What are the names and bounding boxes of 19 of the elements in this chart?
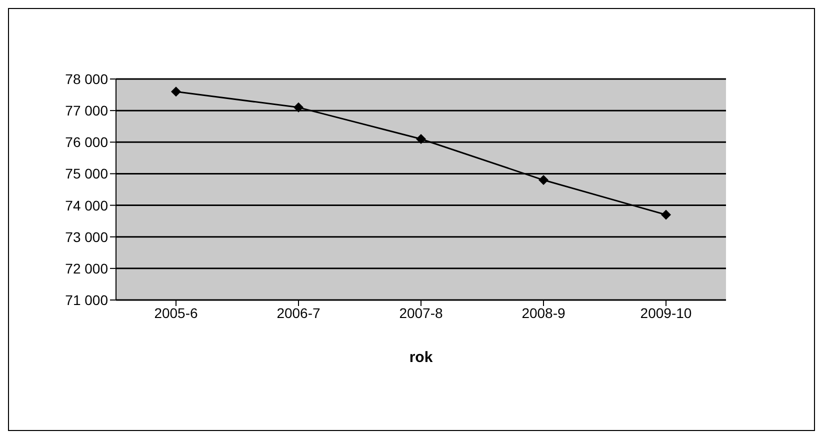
y-tick-label: 71 000	[65, 292, 108, 308]
x-axis-title: rok	[409, 349, 434, 366]
point	[416, 134, 426, 144]
x-tick-label: 2005-6	[154, 304, 198, 321]
point	[171, 86, 181, 97]
x-tick-label: 2009-10	[640, 304, 692, 321]
y-tick-label: 77 000	[65, 102, 108, 119]
y-tick-label: 73 000	[65, 228, 108, 245]
point	[294, 102, 304, 112]
y-tick-label: 75 000	[65, 166, 108, 182]
y-tick-label: 74 000	[65, 197, 108, 214]
y-tick-label: 72 000	[65, 260, 108, 276]
x-tick-label: 2007-8	[399, 304, 444, 321]
y-tick-label: 78 000	[65, 70, 108, 87]
x-tick-label: 2008-9	[522, 304, 566, 321]
point	[538, 175, 548, 186]
x-tick-label: 2006-7	[276, 304, 321, 321]
y-tick-label: 76 000	[65, 134, 108, 150]
point	[661, 210, 671, 220]
